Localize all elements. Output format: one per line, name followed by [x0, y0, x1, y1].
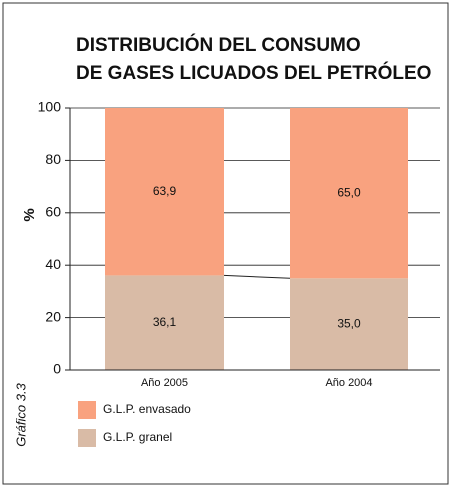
legend-swatch [78, 429, 96, 447]
chart-title: DE GASES LICUADOS DEL PETRÓLEO [76, 62, 431, 84]
y-tick-label: 40 [45, 256, 61, 272]
y-tick-label: 100 [38, 99, 62, 115]
annotation: Gráfico 3.3 [13, 382, 28, 446]
y-tick-label: 80 [45, 151, 61, 167]
legend-label: G.L.P. envasado [103, 402, 191, 416]
connector-line [223, 274, 291, 279]
bar-segment [105, 275, 224, 370]
value-label: 35,0 [337, 316, 361, 330]
value-label: 36,1 [153, 315, 177, 329]
value-label: 65,0 [337, 185, 361, 199]
bar-segment [105, 108, 224, 276]
y-tick-label: 60 [45, 204, 61, 220]
frame [2, 2, 449, 485]
y-tick-label: 20 [45, 308, 61, 324]
x-tick-label: Año 2005 [141, 377, 188, 389]
legend-label: G.L.P. granel [103, 430, 172, 444]
chart-title: DISTRIBUCIÓN DEL CONSUMO [76, 34, 361, 56]
y-axis-label: % [21, 208, 38, 221]
bar-segment [290, 278, 408, 370]
legend-swatch [78, 401, 96, 419]
value-label: 63,9 [153, 184, 177, 198]
x-tick-label: Año 2004 [325, 377, 372, 389]
y-tick-label: 0 [53, 361, 61, 377]
bar-segment [290, 108, 408, 279]
